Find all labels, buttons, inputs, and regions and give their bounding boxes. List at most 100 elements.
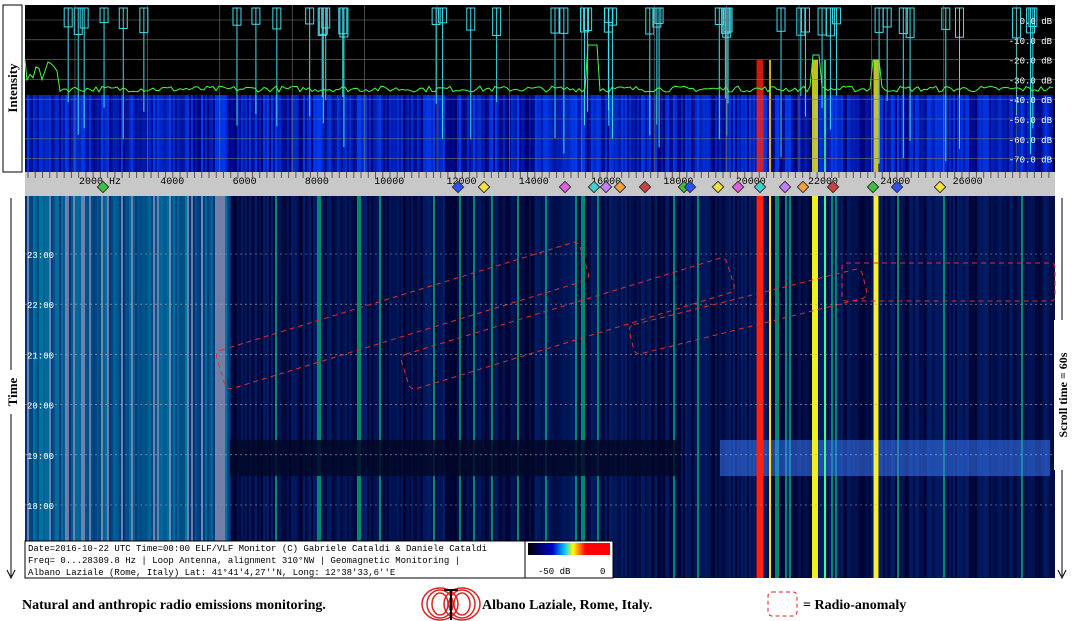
intensity-stripe	[371, 95, 373, 172]
intensity-stripe	[983, 95, 985, 172]
spectrum-stripe	[775, 196, 777, 578]
intensity-stripe	[97, 95, 99, 172]
intensity-stripe	[731, 95, 733, 172]
spectrum-stripe	[107, 196, 109, 578]
spectrum-stripe	[987, 196, 989, 578]
spectrum-stripe	[1023, 196, 1025, 578]
spectrum-stripe	[1031, 196, 1033, 578]
db-label: -10.0 dB	[1009, 37, 1053, 47]
spectrum-stripe	[785, 196, 787, 578]
spectrum-stripe	[233, 196, 235, 578]
intensity-stripe	[337, 95, 339, 172]
spectrum-stripe	[899, 196, 901, 578]
spectrum-stripe	[797, 196, 799, 578]
spectrum-stripe	[993, 196, 995, 578]
spectrum-stripe	[1037, 196, 1039, 578]
spectrum-stripe	[461, 196, 463, 578]
intensity-stripe	[849, 95, 851, 172]
intensity-stripe	[805, 95, 807, 172]
spectrum-stripe	[883, 196, 885, 578]
intensity-stripe	[501, 95, 503, 172]
intensity-stripe	[341, 95, 343, 172]
intensity-stripe	[571, 95, 573, 172]
intensity-stripe	[599, 95, 601, 172]
spectrum-stripe	[413, 196, 415, 578]
spectrum-stripe	[63, 196, 65, 578]
intensity-stripe	[551, 95, 553, 172]
caption-legend: = Radio-anomaly	[803, 598, 906, 613]
spectrum-stripe	[245, 196, 247, 578]
spectrum-stripe	[697, 196, 699, 578]
intensity-stripe	[573, 95, 575, 172]
spectrum-stripe	[103, 196, 105, 578]
spectrum-stripe	[479, 196, 481, 578]
station-tag	[139, 7, 149, 34]
spectrum-stripe	[515, 196, 517, 578]
spectrum-stripe	[625, 196, 627, 578]
intensity-stripe	[55, 95, 57, 172]
intensity-stripe	[119, 95, 121, 172]
intensity-stripe	[763, 95, 765, 172]
spectrum-stripe	[793, 196, 795, 578]
spectrum-stripe	[643, 196, 645, 578]
spectrum-stripe	[705, 196, 707, 578]
intensity-stripe	[275, 95, 277, 172]
emission-peak	[824, 60, 826, 172]
spectrum-stripe	[939, 196, 941, 578]
spectrum-stripe	[1013, 196, 1015, 578]
intensity-stripe	[435, 95, 437, 172]
intensity-stripe	[585, 95, 587, 172]
spectrum-stripe	[431, 196, 433, 578]
spectrum-stripe	[699, 196, 701, 578]
spectrum-stripe	[571, 196, 573, 578]
intensity-stripe	[261, 95, 263, 172]
intensity-stripe	[505, 95, 507, 172]
intensity-stripe	[819, 95, 821, 172]
spectrum-stripe	[565, 196, 567, 578]
intensity-stripe	[1025, 95, 1027, 172]
intensity-stripe	[131, 95, 133, 172]
spectrum-stripe	[321, 196, 323, 578]
station-tag	[318, 7, 328, 35]
intensity-stripe	[555, 95, 557, 172]
intensity-stripe	[977, 95, 979, 172]
spectrum-stripe	[89, 196, 91, 578]
spectrum-stripe	[921, 196, 923, 578]
spectrum-stripe	[751, 196, 753, 578]
intensity-stripe	[141, 95, 143, 172]
spectrum-stripe	[915, 196, 917, 578]
db-label: -60.0 dB	[1009, 136, 1053, 146]
spectrum-stripe	[399, 196, 401, 578]
spectrum-stripe	[1025, 196, 1027, 578]
intensity-stripe	[359, 95, 361, 172]
spectrum-stripe	[743, 196, 745, 578]
intensity-stripe	[73, 95, 75, 172]
intensity-stripe	[91, 95, 93, 172]
spectrum-stripe	[535, 196, 537, 578]
anomaly-box	[400, 257, 735, 390]
intensity-stripe	[455, 95, 457, 172]
intensity-stripe	[463, 95, 465, 172]
intensity-stripe	[927, 95, 929, 172]
intensity-stripe	[201, 95, 203, 172]
spectrum-stripe	[929, 196, 931, 578]
spectrum-stripe	[735, 196, 737, 578]
intensity-stripe	[137, 95, 139, 172]
spectrum-stripe	[259, 196, 261, 578]
intensity-stripe	[793, 95, 795, 172]
intensity-stripe	[125, 95, 127, 172]
spectrum-stripe	[673, 196, 675, 578]
time-label: 21:00	[27, 351, 54, 361]
spectrogram: 23:00 22:00 21:00 20:00 19:00 18:00	[25, 196, 1055, 578]
intensity-stripe	[967, 95, 969, 172]
intensity-stripe	[569, 95, 571, 172]
intensity-stripe	[399, 95, 401, 172]
spectrum-stripe	[147, 196, 149, 578]
spectrum-stripe	[855, 196, 857, 578]
intensity-stripe	[889, 95, 891, 172]
intensity-stripe	[665, 95, 667, 172]
intensity-stripe	[295, 95, 297, 172]
intensity-stripe	[471, 95, 473, 172]
intensity-stripe	[795, 95, 797, 172]
spectrum-stripe	[861, 196, 863, 578]
